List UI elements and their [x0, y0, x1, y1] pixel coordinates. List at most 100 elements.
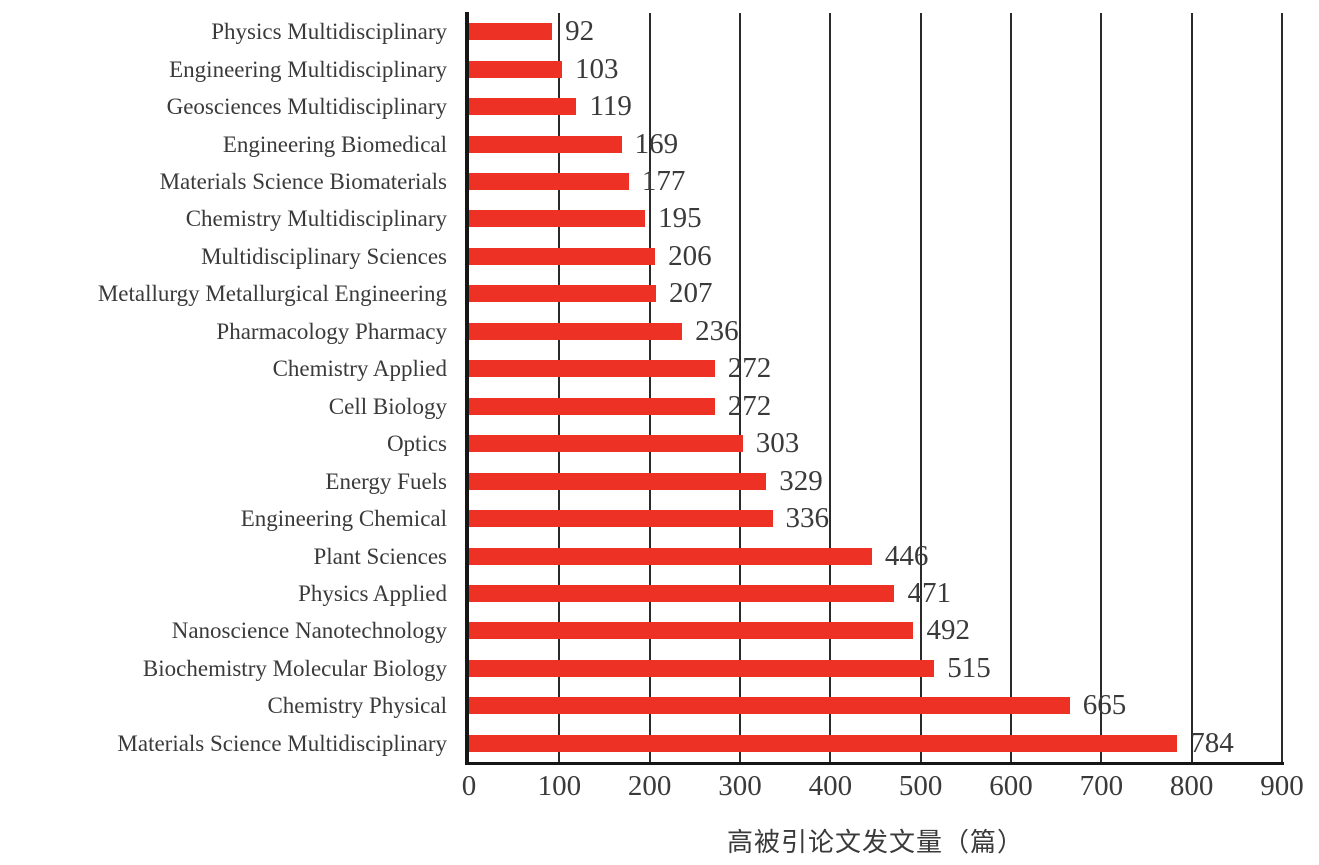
x-tick-label: 500: [898, 770, 943, 802]
bar-row: 329: [469, 462, 1282, 499]
category-label: Engineering Biomedical: [222, 131, 447, 157]
bar-row: 206: [469, 238, 1282, 275]
bar-row: 169: [469, 125, 1282, 162]
bar-row: 272: [469, 388, 1282, 425]
category-label: Metallurgy Metallurgical Engineering: [97, 281, 447, 307]
value-label: 471: [907, 577, 951, 610]
category-label: Materials Science Biomaterials: [159, 169, 447, 195]
bar-row: 665: [469, 687, 1282, 724]
bar-row: 492: [469, 612, 1282, 649]
bar-row: 446: [469, 537, 1282, 574]
bar: [469, 734, 1178, 752]
value-label: 336: [785, 502, 830, 535]
bar: [469, 360, 715, 378]
gridline: [919, 13, 922, 762]
category-label: Physics Multidisciplinary: [211, 19, 447, 45]
plot-area: 92 103 119 169 177 195 206 207 236 272 272 303 329 33…: [469, 13, 1283, 762]
category-row: Plant Sciences: [0, 537, 448, 574]
gridline: [1281, 13, 1283, 762]
gridline: [1190, 13, 1193, 762]
category-label: Physics Applied: [298, 581, 447, 607]
bar: [469, 247, 656, 265]
value-label: 515: [947, 651, 991, 684]
category-label: Materials Science Multidisciplinary: [117, 730, 447, 756]
value-label: 236: [695, 314, 739, 347]
x-tick-label: 300: [718, 770, 762, 802]
category-label: Chemistry Applied: [272, 356, 447, 382]
category-label: Chemistry Multidisciplinary: [185, 206, 447, 232]
value-label: 177: [641, 165, 686, 198]
category-label: Engineering Multidisciplinary: [169, 56, 447, 82]
bar: [469, 472, 767, 490]
bar-row: 236: [469, 313, 1282, 350]
x-tick-label: 200: [627, 770, 672, 802]
x-tick-label: 800: [1169, 770, 1214, 802]
bar: [469, 60, 563, 78]
bar: [469, 585, 895, 603]
bar: [469, 23, 553, 41]
x-tick-label: 700: [1079, 770, 1124, 802]
gridline: [738, 13, 741, 762]
y-axis-line: [465, 12, 469, 765]
x-axis-ticks: 0 100 200 300 400 500 600 700 800 900: [462, 770, 1304, 806]
bar: [469, 697, 1070, 715]
bar-row: 103: [469, 50, 1282, 87]
bar: [469, 435, 743, 453]
bar: [469, 547, 872, 565]
category-row: Physics Multidisciplinary: [0, 13, 447, 50]
gridline: [648, 13, 651, 762]
category-row: Biochemistry Molecular Biology: [0, 650, 447, 687]
value-label: 492: [926, 614, 970, 647]
category-row: Engineering Chemical: [0, 500, 447, 537]
category-label: Plant Sciences: [313, 543, 448, 569]
value-label: 92: [565, 15, 595, 48]
bar: [469, 659, 935, 677]
bar-row: 784: [469, 725, 1282, 762]
gridline: [1100, 13, 1103, 762]
value-label: 207: [668, 277, 713, 310]
gridline: [558, 13, 561, 762]
category-row: Geosciences Multidisciplinary: [0, 88, 447, 125]
bar: [469, 510, 773, 528]
category-row: Nanoscience Nanotechnology: [0, 612, 447, 649]
category-label: Energy Fuels: [325, 468, 447, 494]
category-label: Geosciences Multidisciplinary: [166, 94, 447, 120]
bar-rows: 92 103 119 169 177 195 206 207 236 272 272 303 329 33…: [469, 13, 1282, 762]
bar-row: 515: [469, 650, 1282, 687]
bar: [469, 285, 656, 303]
bar-row: 207: [469, 275, 1282, 312]
category-label: Chemistry Physical: [267, 693, 447, 719]
category-row: Optics: [0, 425, 447, 462]
bar: [469, 173, 629, 191]
category-row: Chemistry Applied: [0, 350, 447, 387]
x-tick-label: 400: [808, 770, 853, 802]
value-label: 169: [634, 127, 679, 160]
category-label: Nanoscience Nanotechnology: [171, 618, 447, 644]
category-row: Physics Applied: [0, 575, 447, 612]
bar-row: 303: [469, 425, 1282, 462]
bar-row: 195: [469, 200, 1282, 237]
x-tick-label: 600: [989, 770, 1033, 802]
bar-row: 471: [469, 575, 1282, 612]
category-label: Pharmacology Pharmacy: [216, 318, 447, 344]
x-axis-line: [465, 762, 1284, 765]
gridline: [1009, 13, 1012, 762]
value-label: 103: [575, 52, 619, 85]
category-row: Energy Fuels: [0, 462, 447, 499]
bar: [469, 98, 577, 116]
category-row: Engineering Biomedical: [0, 125, 447, 162]
bar-row: 336: [469, 500, 1282, 537]
value-label: 206: [668, 239, 712, 272]
category-row: Materials Science Multidisciplinary: [0, 725, 447, 762]
bar-row: 272: [469, 350, 1282, 387]
bar-row: 119: [469, 88, 1282, 125]
value-label: 272: [727, 389, 772, 422]
value-label: 329: [779, 464, 823, 497]
gridline: [829, 13, 832, 762]
category-row: Chemistry Multidisciplinary: [0, 200, 447, 237]
category-row: Chemistry Physical: [0, 687, 447, 724]
bar-row: 177: [469, 163, 1282, 200]
bar: [469, 210, 646, 228]
bar-row: 92: [469, 13, 1282, 50]
